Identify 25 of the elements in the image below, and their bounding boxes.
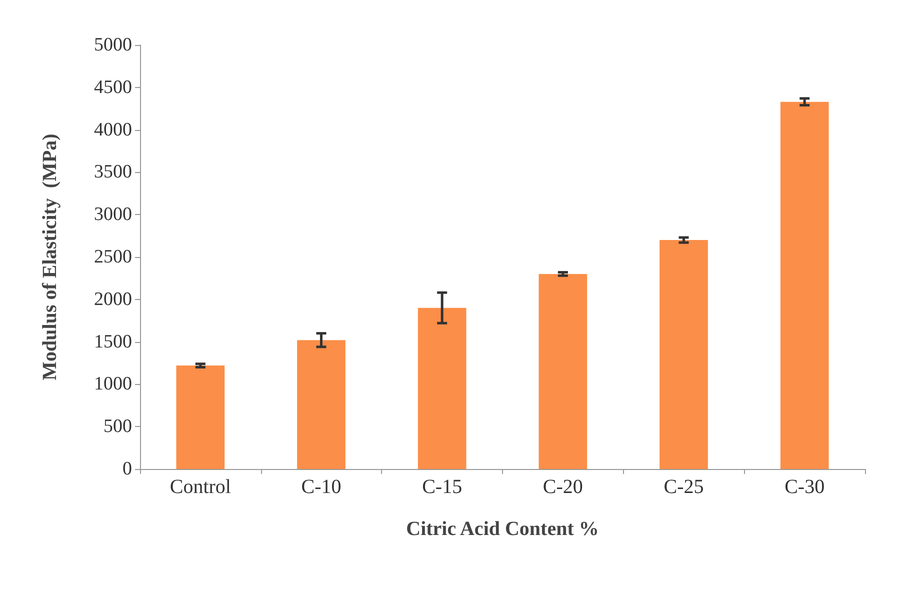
x-tick-label: C-20 [542, 476, 583, 498]
bar [418, 308, 466, 469]
bar [780, 102, 829, 469]
bar [297, 340, 346, 469]
y-tick-label: 3500 [94, 162, 132, 183]
y-tick-label: 4000 [94, 119, 132, 140]
y-tick-label: 4500 [94, 76, 132, 98]
y-tick-label: 1000 [94, 374, 132, 395]
y-tick-label: 1500 [94, 331, 132, 352]
x-tick-label: C-30 [784, 476, 825, 498]
y-tick-label: 0 [122, 458, 132, 480]
x-tick-label: C-25 [664, 476, 704, 498]
x-tick-label: C-10 [301, 476, 342, 498]
x-tick-label: Control [170, 476, 232, 498]
bar [538, 274, 588, 469]
y-tick-label: 5000 [94, 34, 132, 56]
y-axis-title: Modulus of Elasticity (MPa) [39, 134, 61, 380]
bar [660, 240, 708, 469]
x-tick-label: C-15 [422, 476, 462, 498]
y-tick-label: 3000 [94, 204, 132, 226]
x-axis-title: Citric Acid Content % [406, 518, 599, 540]
bar [176, 366, 225, 469]
y-tick-label: 2000 [94, 288, 132, 310]
y-tick-label: 2500 [94, 246, 132, 268]
y-tick-label: 500 [104, 416, 132, 438]
